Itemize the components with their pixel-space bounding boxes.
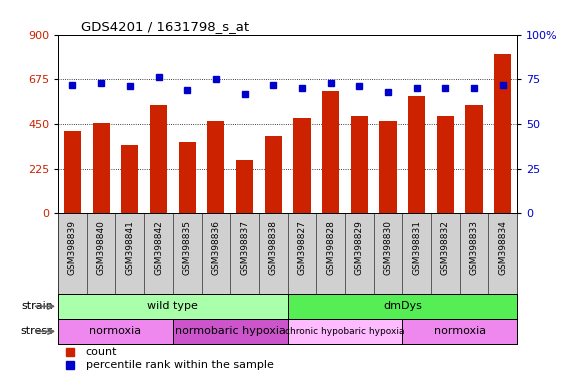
Bar bbox=[58, 319, 173, 344]
Bar bbox=[150, 105, 167, 214]
Bar bbox=[121, 145, 138, 214]
Text: GDS4201 / 1631798_s_at: GDS4201 / 1631798_s_at bbox=[81, 20, 249, 33]
Bar bbox=[58, 294, 288, 319]
Bar bbox=[403, 319, 517, 344]
Bar bbox=[293, 118, 311, 214]
Text: GSM398842: GSM398842 bbox=[154, 220, 163, 275]
Text: GSM398835: GSM398835 bbox=[182, 220, 192, 275]
Text: GSM398837: GSM398837 bbox=[240, 220, 249, 275]
Text: strain: strain bbox=[21, 301, 53, 311]
Bar bbox=[92, 123, 110, 214]
Text: GSM398834: GSM398834 bbox=[498, 220, 507, 275]
Bar bbox=[64, 131, 81, 214]
Bar bbox=[322, 91, 339, 214]
Text: wild type: wild type bbox=[148, 301, 198, 311]
Text: normobaric hypoxia: normobaric hypoxia bbox=[175, 326, 286, 336]
Text: GSM398830: GSM398830 bbox=[383, 220, 393, 275]
Text: stress: stress bbox=[21, 326, 53, 336]
Text: count: count bbox=[85, 347, 117, 357]
Text: chronic hypobaric hypoxia: chronic hypobaric hypoxia bbox=[285, 327, 405, 336]
Bar bbox=[379, 121, 397, 214]
Bar bbox=[351, 116, 368, 214]
Text: percentile rank within the sample: percentile rank within the sample bbox=[85, 360, 274, 370]
Text: GSM398833: GSM398833 bbox=[469, 220, 479, 275]
Text: normoxia: normoxia bbox=[433, 326, 486, 336]
Text: GSM398827: GSM398827 bbox=[297, 220, 306, 275]
Text: dmDys: dmDys bbox=[383, 301, 422, 311]
Text: GSM398839: GSM398839 bbox=[68, 220, 77, 275]
Text: GSM398836: GSM398836 bbox=[211, 220, 220, 275]
Bar bbox=[173, 319, 288, 344]
Text: GSM398838: GSM398838 bbox=[269, 220, 278, 275]
Bar bbox=[408, 96, 425, 214]
Text: normoxia: normoxia bbox=[89, 326, 142, 336]
Text: GSM398829: GSM398829 bbox=[355, 220, 364, 275]
Text: GSM398840: GSM398840 bbox=[96, 220, 106, 275]
Text: GSM398828: GSM398828 bbox=[326, 220, 335, 275]
Bar bbox=[437, 116, 454, 214]
Bar bbox=[288, 294, 517, 319]
Bar bbox=[207, 121, 224, 214]
Text: GSM398831: GSM398831 bbox=[412, 220, 421, 275]
Bar bbox=[265, 136, 282, 214]
Bar bbox=[236, 160, 253, 214]
Bar bbox=[178, 142, 196, 214]
Text: GSM398832: GSM398832 bbox=[441, 220, 450, 275]
Bar bbox=[465, 105, 483, 214]
Bar bbox=[494, 55, 511, 214]
Text: GSM398841: GSM398841 bbox=[125, 220, 134, 275]
Bar bbox=[288, 319, 403, 344]
